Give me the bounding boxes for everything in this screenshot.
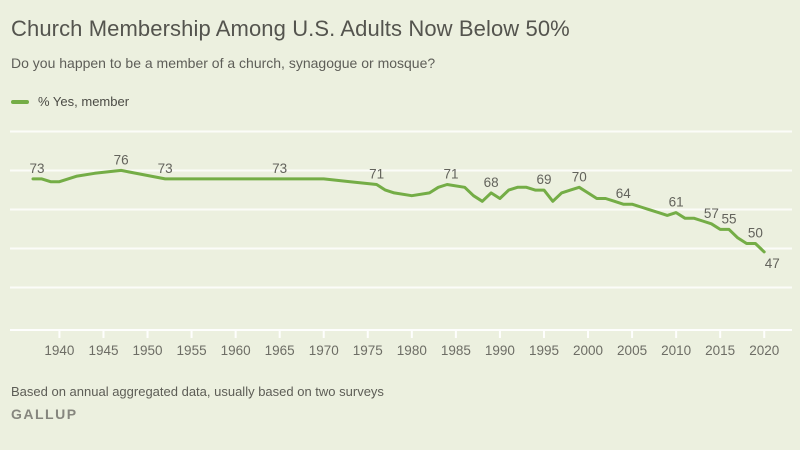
data-point-label: 47 [765,256,780,271]
x-axis-tick-label: 1940 [44,343,74,358]
data-point-label: 69 [536,172,551,187]
x-axis-tick-label: 2005 [617,343,647,358]
data-point-label: 68 [484,175,499,190]
footnote: Based on annual aggregated data, usually… [11,384,384,399]
x-axis-tick-label: 1980 [397,343,427,358]
data-point-label: 57 [704,206,719,221]
data-point-label: 70 [572,169,587,184]
x-axis-tick-label: 1950 [133,343,163,358]
gallup-logo: GALLUP [11,406,78,422]
x-axis-tick-label: 1985 [441,343,471,358]
data-point-label: 73 [272,161,287,176]
x-axis-tick-label: 1995 [529,343,559,358]
legend: % Yes, member [11,94,129,109]
x-axis-tick-label: 1975 [353,343,383,358]
x-axis-tick-label: 1955 [177,343,207,358]
x-axis-tick-label: 2015 [705,343,735,358]
legend-label: % Yes, member [38,94,130,109]
x-axis-tick-label: 1965 [265,343,295,358]
x-axis-tick-label: 2000 [573,343,603,358]
x-axis-tick-label: 1970 [309,343,339,358]
x-axis-tick-label: 2010 [661,343,691,358]
x-axis-tick-label: 1960 [221,343,251,358]
x-axis-tick-label: 1945 [88,343,118,358]
data-point-label: 73 [29,161,44,176]
x-axis-tick-label: 2020 [749,343,779,358]
page-title: Church Membership Among U.S. Adults Now … [11,16,570,41]
survey-question: Do you happen to be a member of a church… [11,55,436,71]
data-point-label: 55 [721,211,736,226]
membership-trend-line [31,168,766,254]
data-point-label: 76 [114,152,129,167]
data-point-label: 73 [158,161,173,176]
data-point-label: 61 [669,195,684,210]
data-point-label: 71 [369,166,384,181]
x-axis-tick-label: 1990 [485,343,515,358]
data-point-label: 71 [444,166,459,181]
data-point-label: 50 [748,226,763,241]
legend-line-swatch-icon [11,99,29,104]
data-point-label: 64 [616,186,632,201]
